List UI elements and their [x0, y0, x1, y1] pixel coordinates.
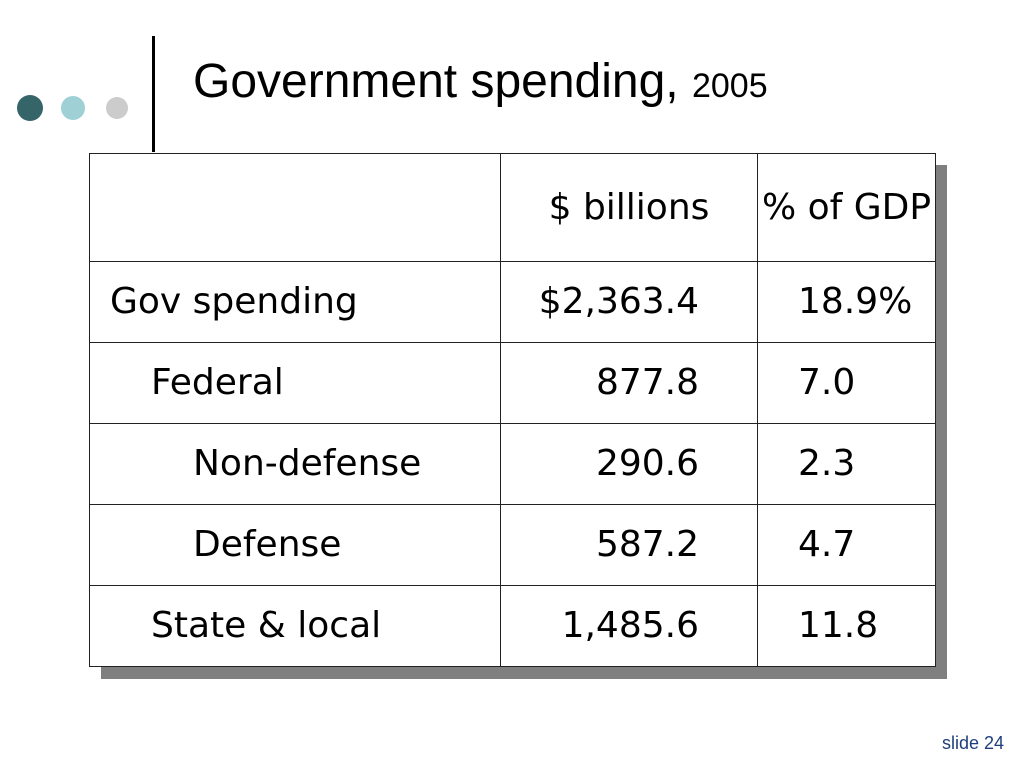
slide-title: Government spending, 2005: [193, 52, 768, 116]
title-divider-line: [152, 36, 155, 152]
slide-title-main: Government spending,: [193, 55, 692, 108]
row-label: Federal: [89, 342, 501, 424]
row-billions: 1,485.6: [500, 585, 758, 667]
slide-title-year: 2005: [691, 67, 768, 105]
decorative-dot-dark: [17, 95, 43, 121]
row-pct-gdp: 4.7: [757, 504, 936, 586]
table-row: Gov spending $2,363.4 18.9%: [89, 261, 936, 343]
table-row: State & local 1,485.6 11.8: [89, 585, 936, 667]
row-pct-gdp: 18.9%: [757, 261, 936, 343]
row-label: State & local: [89, 585, 501, 667]
row-billions: 290.6: [500, 423, 758, 505]
decorative-dot-light: [106, 97, 128, 119]
row-label: Defense: [89, 504, 501, 586]
row-billions: $2,363.4: [500, 261, 758, 343]
table-row: Federal 877.8 7.0: [89, 342, 936, 424]
slide-number: slide 24: [941, 733, 1004, 753]
row-billions: 877.8: [500, 342, 758, 424]
row-pct-gdp: 7.0: [757, 342, 936, 424]
row-label: Non-defense: [89, 423, 501, 505]
row-label: Gov spending: [89, 261, 501, 343]
spending-table: $ billions % of GDP Gov spending $2,363.…: [89, 153, 936, 667]
header-cell-pct-gdp: % of GDP: [757, 153, 936, 262]
header-cell-billions: $ billions: [500, 153, 758, 262]
decorative-dot-mid: [61, 96, 85, 120]
row-pct-gdp: 2.3: [757, 423, 936, 505]
table-row: Defense 587.2 4.7: [89, 504, 936, 586]
table-header-row: $ billions % of GDP: [89, 153, 936, 262]
row-billions: 587.2: [500, 504, 758, 586]
row-pct-gdp: 11.8: [757, 585, 936, 667]
header-cell-label: [89, 153, 501, 262]
table-row: Non-defense 290.6 2.3: [89, 423, 936, 505]
